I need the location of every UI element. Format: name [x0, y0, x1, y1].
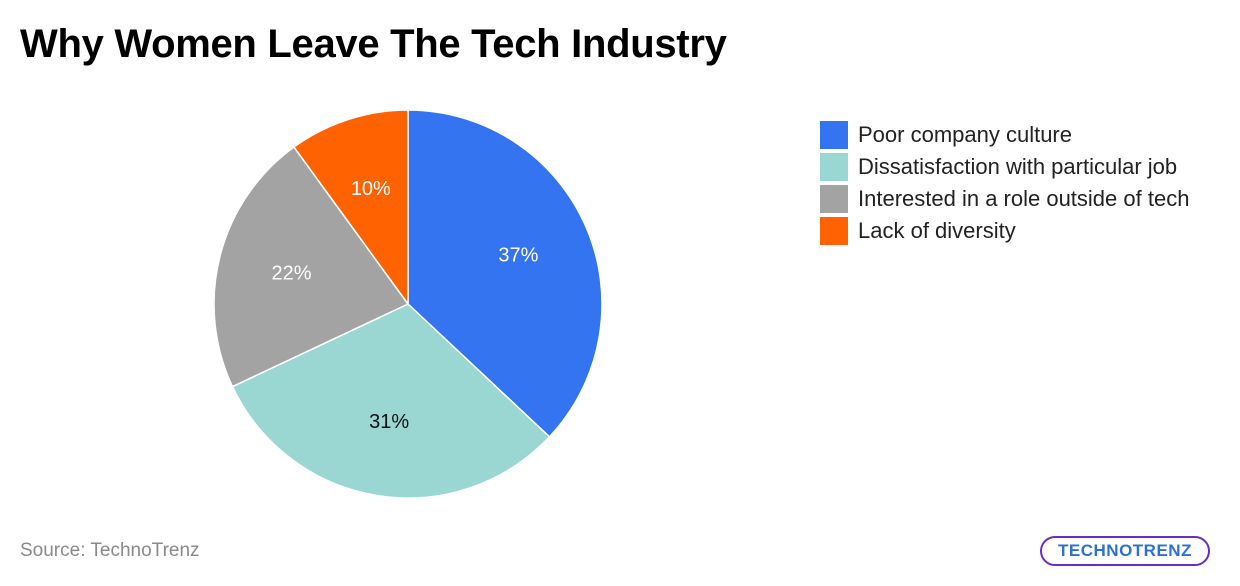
- legend-swatch: [820, 217, 848, 245]
- legend-swatch: [820, 121, 848, 149]
- legend-label: Dissatisfaction with particular job: [858, 154, 1178, 179]
- legend-label: Interested in a role outside of tech: [858, 186, 1190, 211]
- slice-value-label-1: 37%: [498, 245, 538, 267]
- slice-value-label-2: 31%: [369, 411, 409, 433]
- legend-swatch: [820, 185, 848, 213]
- legend-item-poor-company-culture: Poor company culture: [820, 119, 1189, 151]
- slice-value-label-3: 22%: [271, 262, 311, 284]
- pie-slice-3: [213, 146, 410, 388]
- legend-swatch: [820, 153, 848, 181]
- pie-slice-1: [407, 109, 603, 438]
- source-note: Source: TechnoTrenz: [20, 540, 200, 561]
- legend-item-dissatisfaction: Dissatisfaction with particular job: [820, 151, 1189, 183]
- slice-value-label-4: 10%: [351, 178, 391, 200]
- legend-label: Lack of diversity: [858, 218, 1016, 243]
- legend-item-lack-of-diversity: Lack of diversity: [820, 215, 1189, 247]
- legend-label: Poor company culture: [858, 122, 1072, 147]
- pie-slice-4: [292, 109, 409, 307]
- legend-item-role-outside-tech: Interested in a role outside of tech: [820, 183, 1189, 215]
- legend: Poor company culture Dissatisfaction wit…: [820, 119, 1189, 247]
- chart-title: Why Women Leave The Tech Industry: [20, 22, 727, 66]
- technotrenz-logo: TECHNOTRENZ: [1040, 536, 1210, 566]
- pie-slice-2: [231, 303, 551, 499]
